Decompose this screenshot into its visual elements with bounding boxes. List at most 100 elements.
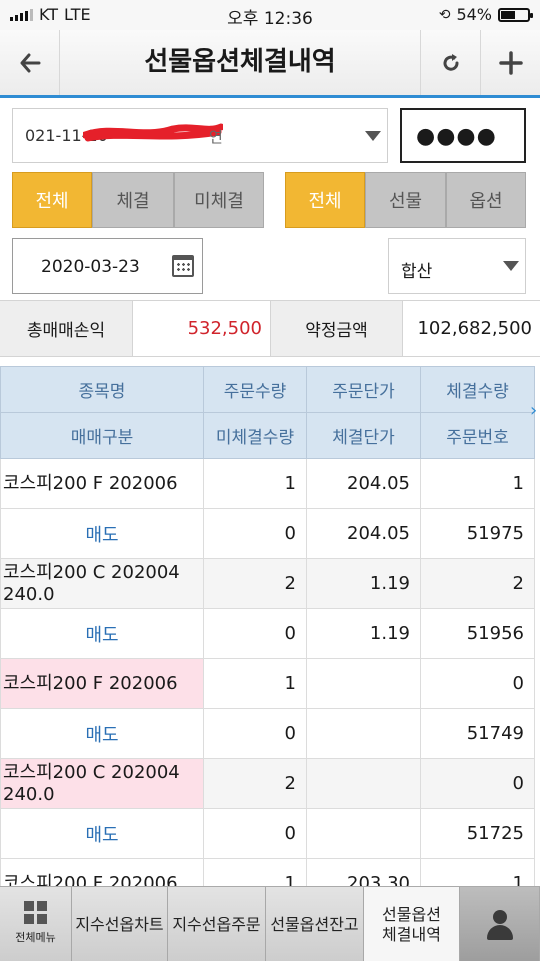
cell-order-qty: 2 xyxy=(203,558,307,609)
cell-side: 매도 xyxy=(0,508,204,559)
column-header[interactable]: 종목명 xyxy=(0,366,204,413)
clock: 오후 12:36 xyxy=(227,9,313,29)
account-suffix: 연 xyxy=(209,128,223,146)
user-button[interactable] xyxy=(460,887,540,961)
table-row[interactable]: 매도 0 204.05 51975 xyxy=(0,508,535,559)
cell-side: 매도 xyxy=(0,608,204,659)
page-title: 선물옵션체결내역 xyxy=(144,47,336,77)
cell-name: 코스피200 F 202006 xyxy=(0,858,204,886)
user-icon xyxy=(485,909,515,940)
back-button[interactable] xyxy=(0,30,60,95)
cell-filled-qty: 0 xyxy=(420,658,535,709)
cell-side: 매도 xyxy=(0,808,204,859)
password-field[interactable]: ●●●● xyxy=(400,108,526,163)
cell-order-qty: 1 xyxy=(203,858,307,886)
cell-filled-price: 1.19 xyxy=(306,608,421,659)
contract-amount-value: 102,682,500 xyxy=(403,301,540,356)
cell-name: 코스피200 C 202004 240.0 xyxy=(0,558,204,609)
table-row[interactable]: 코스피200 C 202004 240.0 2 1.19 2 xyxy=(0,558,535,609)
cell-filled-qty: 1 xyxy=(420,858,535,886)
cell-side: 매도 xyxy=(0,708,204,759)
cell-name: 코스피200 F 202006 xyxy=(0,658,204,709)
cell-order-price: 1.19 xyxy=(306,558,421,609)
cell-filled-price xyxy=(306,708,421,759)
filter-type-option[interactable]: 전체 xyxy=(285,172,365,228)
cell-filled-price xyxy=(306,808,421,859)
cell-name: 코스피200 C 202004 240.0 xyxy=(0,758,204,809)
tab-index-order[interactable]: 지수선옵주문 xyxy=(168,887,266,961)
cell-filled-qty: 0 xyxy=(420,758,535,809)
refresh-icon xyxy=(443,53,459,71)
table-row[interactable]: 코스피200 F 202006 1 204.05 1 xyxy=(0,458,535,509)
calendar-icon[interactable] xyxy=(172,255,194,277)
cell-order-price xyxy=(306,758,421,809)
cell-unfilled-qty: 0 xyxy=(203,808,307,859)
table-header-row: 종목명 주문수량 주문단가 체결수량 xyxy=(0,366,535,413)
navigation-bar: 선물옵션체결내역 xyxy=(0,30,540,98)
cell-name: 코스피200 F 202006 xyxy=(0,458,204,509)
cell-filled-qty: 1 xyxy=(420,458,535,509)
account-select[interactable]: 021-11-20 연 xyxy=(12,108,388,163)
cell-order-no: 51749 xyxy=(420,708,535,759)
column-header[interactable]: 주문번호 xyxy=(420,412,535,459)
mode-dropdown-button[interactable] xyxy=(497,239,525,293)
bottom-tab-bar: 전체메뉴 지수선옵차트 지수선옵주문 선물옵션잔고 선물옵션 체결내역 xyxy=(0,886,540,961)
column-header[interactable]: 미체결수량 xyxy=(203,412,307,459)
rotation-lock-icon: ⟲ xyxy=(438,6,451,23)
battery-percent: 54% xyxy=(456,5,492,24)
status-bar: KT LTE 오후 12:36 ⟲ 54% xyxy=(0,0,540,30)
all-menu-label: 전체메뉴 xyxy=(15,931,56,944)
column-header[interactable]: 체결단가 xyxy=(306,412,421,459)
cell-filled-price: 204.05 xyxy=(306,508,421,559)
cell-order-price: 204.05 xyxy=(306,458,421,509)
filter-status-option[interactable]: 미체결 xyxy=(174,172,264,228)
network-type: LTE xyxy=(64,5,91,24)
filter-type-option[interactable]: 선물 xyxy=(365,172,446,228)
execution-table[interactable]: 종목명 주문수량 주문단가 체결수량 매매구분 미체결수량 체결단가 주문번호 코스피200 … xyxy=(0,366,540,886)
cell-unfilled-qty: 0 xyxy=(203,708,307,759)
scroll-right-icon[interactable]: › xyxy=(530,400,538,421)
redaction-scribble xyxy=(83,123,223,142)
fill-status-filter: 전체 체결 미체결 xyxy=(12,172,264,228)
mode-select[interactable]: 합산 xyxy=(388,238,526,294)
date-picker[interactable]: 2020-03-23 xyxy=(12,238,203,294)
table-row[interactable]: 매도 0 1.19 51956 xyxy=(0,608,535,659)
chevron-down-icon xyxy=(365,130,381,141)
cell-unfilled-qty: 0 xyxy=(203,508,307,559)
chevron-down-icon xyxy=(503,261,519,271)
table-row[interactable]: 코스피200 C 202004 240.0 2 0 xyxy=(0,758,535,809)
account-dropdown-button[interactable] xyxy=(359,109,387,162)
battery-icon xyxy=(498,7,533,22)
all-menu-button[interactable]: 전체메뉴 xyxy=(0,887,72,961)
mode-value: 합산 xyxy=(401,262,433,282)
table-row[interactable]: 코스피200 F 202006 1 203.30 1 xyxy=(0,858,535,886)
cell-order-qty: 2 xyxy=(203,758,307,809)
table-row[interactable]: 매도 0 51725 xyxy=(0,808,535,859)
column-header[interactable]: 주문단가 xyxy=(306,366,421,413)
tab-index-chart[interactable]: 지수선옵차트 xyxy=(72,887,168,961)
grid-menu-icon xyxy=(24,901,47,924)
column-header[interactable]: 주문수량 xyxy=(203,366,307,413)
column-header[interactable]: 체결수량 xyxy=(420,366,535,413)
column-header[interactable]: 매매구분 xyxy=(0,412,204,459)
carrier: KT xyxy=(39,5,59,24)
cell-order-no: 51725 xyxy=(420,808,535,859)
tab-balance[interactable]: 선물옵션잔고 xyxy=(266,887,364,961)
tab-execution-history[interactable]: 선물옵션 체결내역 xyxy=(364,887,460,961)
filter-type-option[interactable]: 옵션 xyxy=(446,172,526,228)
pnl-label: 총매매손익 xyxy=(0,301,133,356)
refresh-button[interactable] xyxy=(420,30,480,95)
cell-order-price xyxy=(306,658,421,709)
cell-unfilled-qty: 0 xyxy=(203,608,307,659)
table-header-row: 매매구분 미체결수량 체결단가 주문번호 xyxy=(0,412,535,459)
cell-order-no: 51956 xyxy=(420,608,535,659)
plus-icon xyxy=(498,50,523,75)
table-row[interactable]: 코스피200 F 202006 1 0 xyxy=(0,658,535,709)
cell-order-qty: 1 xyxy=(203,658,307,709)
add-button[interactable] xyxy=(480,30,540,95)
filter-status-option[interactable]: 체결 xyxy=(92,172,174,228)
table-row[interactable]: 매도 0 51749 xyxy=(0,708,535,759)
product-type-filter: 전체 선물 옵션 xyxy=(285,172,526,228)
filter-status-option[interactable]: 전체 xyxy=(12,172,92,228)
back-arrow-icon xyxy=(20,53,40,72)
